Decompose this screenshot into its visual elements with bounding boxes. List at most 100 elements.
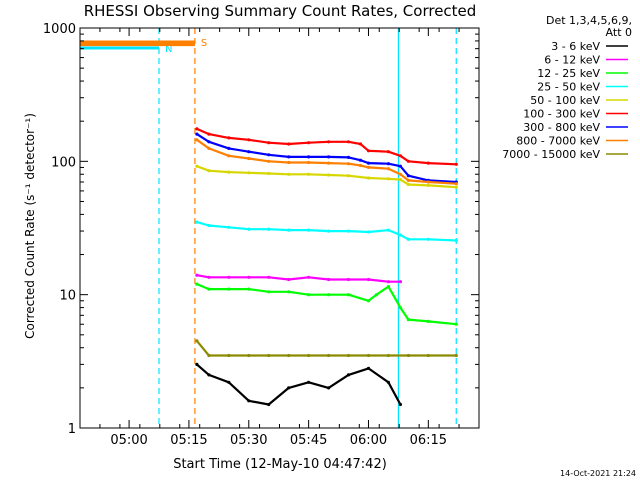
vertical-markers: NS: [80, 28, 457, 428]
series-5-point: [386, 177, 390, 181]
x-axis-label: Start Time (12-May-10 04:47:42): [173, 457, 387, 472]
series-5-point: [227, 170, 231, 174]
series-7-point: [327, 155, 331, 159]
series-8-point: [406, 178, 410, 182]
series-1-point: [267, 402, 271, 407]
series-9-point: [287, 353, 291, 358]
series-8-point: [207, 146, 211, 150]
y-tick-label: 100: [51, 155, 76, 170]
x-tick-label: 06:15: [410, 433, 447, 448]
series-6-point: [267, 141, 271, 145]
series-3-point: [307, 293, 311, 297]
series-5-point: [406, 182, 410, 187]
series-5-point: [287, 172, 291, 176]
series-8-point: [307, 160, 311, 165]
series-5-point: [247, 171, 251, 175]
series-4-point: [346, 229, 351, 233]
x-tick-label: 05:00: [110, 433, 147, 448]
series-4-point: [327, 229, 331, 233]
series-5-point: [366, 176, 371, 180]
series-8-point: [398, 172, 402, 176]
series-8-point: [227, 154, 231, 158]
series-3-point: [267, 290, 271, 294]
series-line-1: [196, 363, 402, 406]
series-5-point: [454, 185, 458, 189]
series-2-point: [247, 275, 251, 279]
legend-entry-label: 25 - 50 keV: [537, 81, 600, 94]
series-6-point: [398, 154, 402, 158]
series-6-point: [346, 140, 351, 144]
series-5-point: [346, 174, 351, 178]
series-line-3: [196, 283, 457, 326]
series-9-point: [454, 353, 458, 358]
series-7-point: [307, 155, 311, 159]
series-8-point: [366, 165, 371, 169]
series-9-point: [386, 353, 390, 358]
series-4-point: [247, 227, 251, 231]
x-tick-label: 06:00: [350, 433, 387, 448]
series-1-point: [195, 362, 199, 366]
series-6-point: [327, 140, 331, 144]
series-3-point: [287, 290, 291, 294]
series-9-point: [426, 353, 430, 358]
series-1-point: [398, 402, 402, 407]
series-7-point: [227, 146, 231, 150]
series-2-point: [195, 273, 199, 277]
series-4-point: [267, 227, 271, 231]
series-4-point: [406, 237, 410, 241]
y-axis-label: Corrected Count Rate (s⁻¹ detector⁻¹): [23, 113, 37, 339]
series-2-point: [207, 275, 211, 279]
chart-title: RHESSI Observing Summary Count Rates, Co…: [84, 2, 477, 20]
series-6-point: [358, 142, 363, 146]
series-1-point: [207, 373, 211, 377]
legend-entry-label: 7000 - 15000 keV: [502, 148, 600, 161]
series-4-point: [386, 228, 390, 232]
series-3-point: [398, 306, 402, 310]
series-8-point: [346, 162, 351, 166]
series-4-point: [426, 237, 430, 241]
series-6-point: [227, 136, 231, 140]
series-1-point: [227, 380, 231, 384]
series-8-point: [247, 156, 251, 161]
series-9-point: [267, 353, 271, 358]
series-7-point: [386, 162, 390, 166]
legend-entry-label: 800 - 7000 keV: [516, 135, 600, 148]
series-6-point: [454, 162, 458, 166]
series-4-point: [307, 228, 311, 232]
series-7-point: [207, 140, 211, 144]
series-1-point: [346, 373, 351, 377]
series-5-point: [327, 173, 331, 177]
series-2-point: [346, 277, 351, 282]
series-2-point: [267, 275, 271, 279]
x-tick-label: 05:45: [290, 433, 327, 448]
series-4-point: [227, 225, 231, 229]
series-4-point: [366, 230, 371, 234]
series-1-point: [247, 399, 251, 403]
legend-entry-label: 6 - 12 keV: [544, 54, 600, 67]
series-8-point: [195, 138, 199, 142]
annotation-label-n: N: [165, 44, 172, 55]
series-5-point: [207, 169, 211, 173]
legend-header-line: Det 1,3,4,5,6,9,: [546, 14, 632, 27]
series-line-9: [196, 340, 457, 357]
series-8-point: [358, 163, 363, 168]
series-7-point: [195, 132, 199, 136]
series-7-point: [358, 158, 363, 162]
series-3-point: [247, 287, 251, 291]
series-line-2: [196, 274, 401, 283]
series-3-point: [327, 293, 331, 297]
series-3-point: [386, 285, 390, 289]
series-9-point: [247, 353, 251, 358]
series-7-point: [247, 150, 251, 154]
series-line-8: [196, 138, 457, 185]
series-3-point: [366, 299, 371, 303]
series-9-point: [366, 353, 371, 358]
series-8-point: [287, 160, 291, 165]
series-6-point: [247, 138, 251, 142]
series-4-point: [454, 238, 458, 243]
series-layer: [80, 43, 458, 407]
legend-entry-label: 100 - 300 keV: [523, 108, 600, 121]
series-9-point: [327, 353, 331, 358]
